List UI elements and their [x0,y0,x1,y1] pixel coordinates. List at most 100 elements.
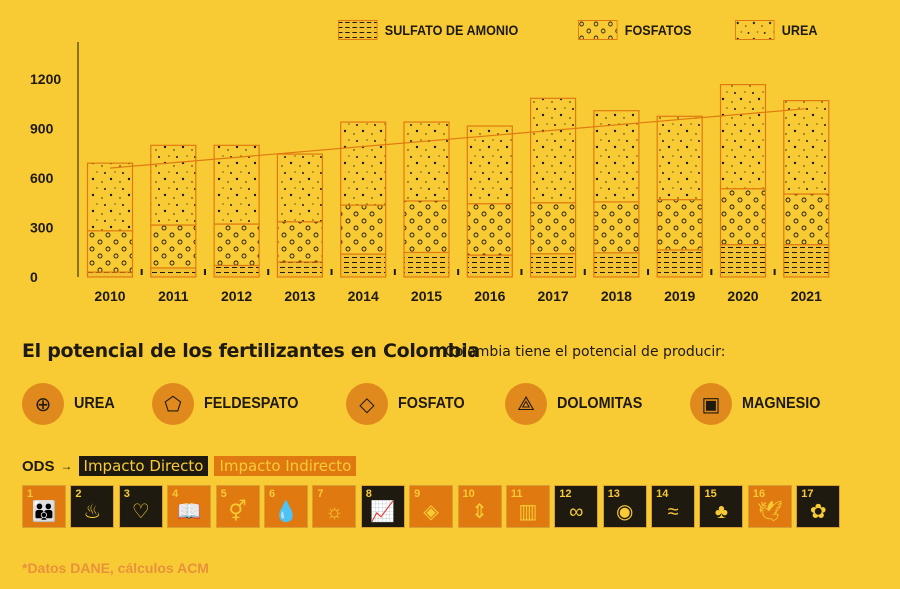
indirect-impact-badge: Impacto Indirecto [214,456,357,476]
mineral-label: DOLOMITAS [557,395,643,412]
ods-goal-3: 3 ♡ [118,485,163,528]
sulfato-swatch-icon [338,20,378,40]
legend-label: UREA [781,22,818,38]
x-tick-mark [393,269,396,275]
bar-segment-urea [340,121,387,206]
bar-segment-sulfato [466,254,513,278]
x-tick-mark [583,269,586,275]
x-tick-label: 2017 [538,288,569,304]
goal-number: 5 [220,488,227,500]
section-title: El potencial de los fertilizantes en Col… [22,340,480,362]
fosfatos-swatch-icon [578,20,618,40]
goal-icon: ♨ [83,501,102,523]
urea-swatch-icon [735,20,775,40]
phosphate-icon: ◇ [346,383,388,425]
x-tick-label: 2018 [601,288,632,304]
x-tick-mark [773,269,776,275]
x-tick-mark [520,269,523,275]
ods-goal-7: 7 ☼ [312,485,357,528]
goal-icon: ⇕ [471,501,488,523]
goal-number: 4 [172,488,179,500]
x-tick-label: 2010 [94,288,125,304]
bar-segment-sulfato [593,252,640,278]
bar-segment-fosfatos [403,200,450,254]
bar-segment-sulfato [656,249,703,278]
x-tick-mark [140,269,143,275]
goal-icon: 💧 [273,501,299,523]
mineral-label: UREA [74,395,115,412]
goal-number: 2 [75,488,82,500]
bar-segment-urea [529,97,577,204]
goal-icon: ♣ [714,501,729,523]
legend-fosfatos: FOSFATOS [578,18,692,42]
bar-segment-urea [719,84,767,190]
mineral-label: FOSFATO [398,395,465,412]
x-tick-label: 2014 [348,288,379,304]
bar-segment-fosfatos [213,223,260,267]
goal-number: 3 [123,488,130,500]
legend-sulfato: SULFATO DE AMONIO [338,18,518,42]
goal-icon: ♡ [131,501,150,523]
x-tick-mark [330,269,333,275]
bar-segment-sulfato [213,264,260,278]
x-tick-label: 2019 [664,288,695,304]
bar-segment-fosfatos [593,201,640,254]
bar-segment-fosfatos [783,193,830,246]
goal-icon: ▥ [518,501,538,523]
mineral-label: MAGNESIO [742,395,821,412]
goal-number: 7 [317,488,324,500]
x-tick-label: 2021 [791,288,822,304]
ods-goal-17: 17 ✿ [796,485,841,528]
goal-icon: ◉ [615,501,634,523]
legend-label: FOSFATOS [624,22,692,38]
ods-goal-13: 13 ◉ [602,485,647,528]
mineral-label: FELDESPATO [204,395,299,412]
goal-icon: ⚥ [228,501,247,523]
goal-icon: ✿ [809,501,827,523]
goal-icon: 📈 [370,501,396,523]
ods-goal-2: 2 ♨ [70,485,115,528]
bar-segment-urea [150,144,197,226]
goal-number: 16 [752,488,766,500]
goal-icon: ≈ [667,501,679,523]
ods-goal-4: 4 📖 [167,485,212,528]
ods-goal-5: 5 ⚥ [215,485,260,528]
bar-segment-fosfatos [719,188,767,246]
goal-icon: ◈ [423,501,439,523]
goal-number: 12 [559,488,572,500]
bar-segment-urea [466,125,513,205]
bar-segment-urea [403,121,450,202]
goal-number: 1 [27,488,34,500]
bar-segment-fosfatos [276,221,323,263]
bar-segment-urea [86,162,134,232]
goal-icon: 👪 [31,501,57,523]
ods-goal-12: 12 ∞ [554,485,599,528]
ods-goal-1: 1 👪 [22,485,66,528]
ods-goal-10: 10 ⇕ [457,485,502,528]
y-tick-label: 0 [30,269,38,285]
y-tick-label: 1200 [30,71,61,87]
direct-impact-badge: Impacto Directo [78,456,209,476]
bar-segment-fosfatos [150,224,197,269]
bar-segment-fosfatos [529,202,577,255]
ods-goal-6: 6 💧 [263,485,308,528]
mineral-dolomitas: ⟁ DOLOMITAS [505,383,652,425]
goal-number: 17 [801,488,814,500]
bar-segment-sulfato [86,271,134,278]
ods-goal-tiles: 1 👪 2 ♨ 3 ♡ 4 📖 5 ⚥ 6 💧 7 ☼ 8 📈 9 ◈ 10 ⇕ 11 ▥ 12 ∞ 13 ◉ 14 ≈15 ♣ 16 🕊 1… [22,485,845,528]
ods-label: ODS [22,457,55,475]
bar-segment-sulfato [276,261,323,278]
bar-segment-sulfato [150,267,197,278]
goal-number: 6 [268,488,276,500]
legend-label: SULFATO DE AMONIO [384,22,519,38]
x-tick-label: 2013 [284,288,315,304]
y-tick-label: 600 [30,170,54,186]
x-tick-mark [457,269,460,275]
x-tick-mark [710,269,713,275]
x-tick-label: 2020 [727,288,758,304]
bar-segment-fosfatos [86,230,134,273]
bar-segment-fosfatos [466,203,513,256]
goal-number: 8 [365,488,372,500]
ods-goal-8: 8 📈 [360,485,405,528]
goal-number: 10 [462,488,475,500]
